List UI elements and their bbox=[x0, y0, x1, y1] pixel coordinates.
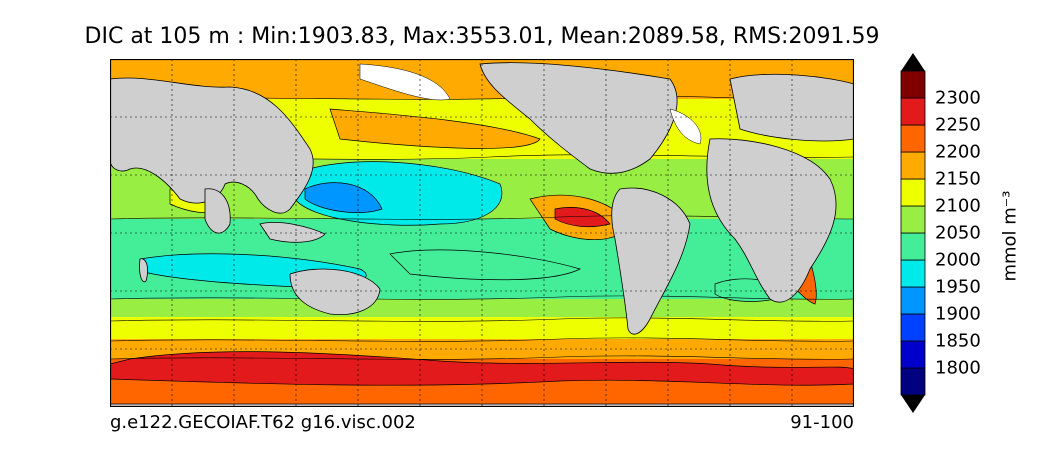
land-india bbox=[204, 188, 231, 234]
east-pacific-core bbox=[554, 207, 611, 228]
land-south-america bbox=[611, 187, 691, 335]
colorbar-level bbox=[900, 124, 926, 153]
colorbar-level bbox=[900, 259, 926, 288]
colorbar-tick-label: 2300 bbox=[935, 87, 981, 109]
colorbar-level bbox=[900, 232, 926, 261]
north-pacific-core bbox=[304, 182, 383, 213]
sea-ice-arctic bbox=[359, 63, 451, 101]
colorbar-tick-label: 1900 bbox=[935, 303, 981, 325]
colorbar-level bbox=[900, 313, 926, 342]
colorbar-level bbox=[900, 367, 926, 396]
colorbar-tick-label: 2050 bbox=[935, 222, 981, 244]
map-title: DIC at 105 m : Min:1903.83, Max:3553.01,… bbox=[84, 24, 880, 49]
colorbar-tick-label: 1800 bbox=[935, 357, 981, 379]
colorbar-extend-min bbox=[901, 395, 925, 413]
colorbar-tick-label: 2200 bbox=[935, 141, 981, 163]
land-north-america bbox=[479, 62, 678, 174]
colorbar-level bbox=[900, 286, 926, 315]
south-pacific-low bbox=[389, 249, 581, 281]
land-madagascar bbox=[139, 258, 148, 283]
land-eurasia bbox=[110, 77, 314, 214]
colorbar-tick-label: 1850 bbox=[935, 330, 981, 352]
colorbar-level bbox=[900, 151, 926, 180]
colorbar-tick-label: 2000 bbox=[935, 249, 981, 271]
sea-ice-greenland bbox=[669, 108, 702, 145]
colorbar-tick-label: 2150 bbox=[935, 168, 981, 190]
run-id-label: g.e122.GECOIAF.T62 g16.visc.002 bbox=[110, 412, 416, 433]
land-europe bbox=[729, 73, 854, 142]
colorbar-level bbox=[900, 340, 926, 369]
years-label: 91-100 bbox=[790, 412, 854, 433]
colorbar-level bbox=[900, 97, 926, 126]
land-indonesia bbox=[259, 222, 326, 243]
land-africa bbox=[706, 138, 837, 303]
land-australia bbox=[289, 268, 381, 315]
colorbar-unit-label: mmol m⁻³ bbox=[999, 190, 1021, 282]
colorbar-level bbox=[900, 205, 926, 234]
colorbar-level bbox=[900, 70, 926, 99]
colorbar bbox=[900, 53, 926, 413]
colorbar-extend-max bbox=[901, 53, 925, 71]
colorbar-tick-label: 2100 bbox=[935, 195, 981, 217]
colorbar-tick-label: 2250 bbox=[935, 114, 981, 136]
colorbar-level bbox=[900, 178, 926, 207]
dic-map bbox=[110, 59, 854, 407]
north-pacific-subpolar bbox=[329, 108, 541, 149]
map-frame bbox=[110, 59, 854, 407]
colorbar-tick-label: 1950 bbox=[935, 276, 981, 298]
